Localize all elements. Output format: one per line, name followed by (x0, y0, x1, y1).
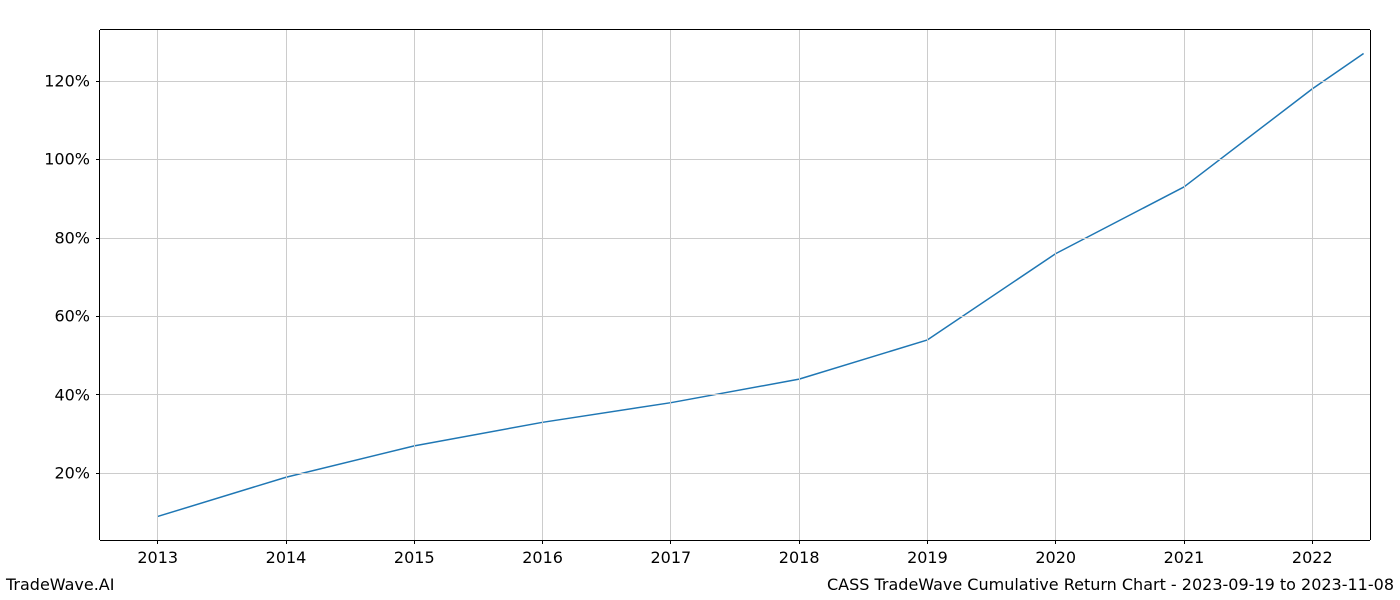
grid-line-vertical (542, 30, 543, 540)
grid-line-vertical (927, 30, 928, 540)
grid-line-vertical (1184, 30, 1185, 540)
x-tick-label: 2016 (522, 548, 563, 567)
grid-line-vertical (799, 30, 800, 540)
y-tick-label: 120% (44, 72, 90, 91)
y-tick-label: 20% (54, 464, 90, 483)
x-tick-mark (1055, 540, 1056, 544)
x-tick-mark (286, 540, 287, 544)
x-tick-mark (157, 540, 158, 544)
x-tick-label: 2019 (907, 548, 948, 567)
axis-spine-bottom (100, 540, 1370, 541)
x-tick-label: 2021 (1164, 548, 1205, 567)
grid-line-horizontal (100, 238, 1370, 239)
x-tick-mark (799, 540, 800, 544)
x-tick-mark (670, 540, 671, 544)
grid-line-horizontal (100, 473, 1370, 474)
x-tick-label: 2018 (779, 548, 820, 567)
y-tick-label: 100% (44, 150, 90, 169)
grid-line-horizontal (100, 159, 1370, 160)
chart-container: 2013 2014 2015 2016 2017 2018 2019 2020 2021 2022… (0, 0, 1400, 600)
x-tick-label: 2013 (137, 548, 178, 567)
grid-line-vertical (157, 30, 158, 540)
grid-line-horizontal (100, 81, 1370, 82)
y-tick-label: 60% (54, 307, 90, 326)
footer-left-text: TradeWave.AI (6, 575, 114, 594)
grid-line-horizontal (100, 316, 1370, 317)
grid-line-horizontal (100, 394, 1370, 395)
grid-line-vertical (414, 30, 415, 540)
y-tick-mark (96, 81, 100, 82)
x-tick-mark (927, 540, 928, 544)
axis-spine-right (1370, 30, 1371, 540)
grid-line-vertical (286, 30, 287, 540)
x-tick-mark (1312, 540, 1313, 544)
y-tick-mark (96, 473, 100, 474)
x-tick-label: 2017 (650, 548, 691, 567)
footer-right-text: CASS TradeWave Cumulative Return Chart -… (827, 575, 1394, 594)
y-tick-label: 80% (54, 228, 90, 247)
x-tick-label: 2020 (1035, 548, 1076, 567)
y-tick-mark (96, 394, 100, 395)
axis-spine-top (100, 29, 1370, 30)
y-tick-label: 40% (54, 385, 90, 404)
grid-line-vertical (1055, 30, 1056, 540)
x-tick-label: 2014 (266, 548, 307, 567)
line-series-layer (0, 0, 1400, 600)
y-tick-mark (96, 238, 100, 239)
x-tick-label: 2015 (394, 548, 435, 567)
axis-spine-left (99, 30, 100, 540)
grid-line-vertical (670, 30, 671, 540)
x-tick-mark (1184, 540, 1185, 544)
grid-line-vertical (1312, 30, 1313, 540)
x-tick-mark (414, 540, 415, 544)
x-tick-mark (542, 540, 543, 544)
x-tick-label: 2022 (1292, 548, 1333, 567)
y-tick-mark (96, 316, 100, 317)
y-tick-mark (96, 159, 100, 160)
